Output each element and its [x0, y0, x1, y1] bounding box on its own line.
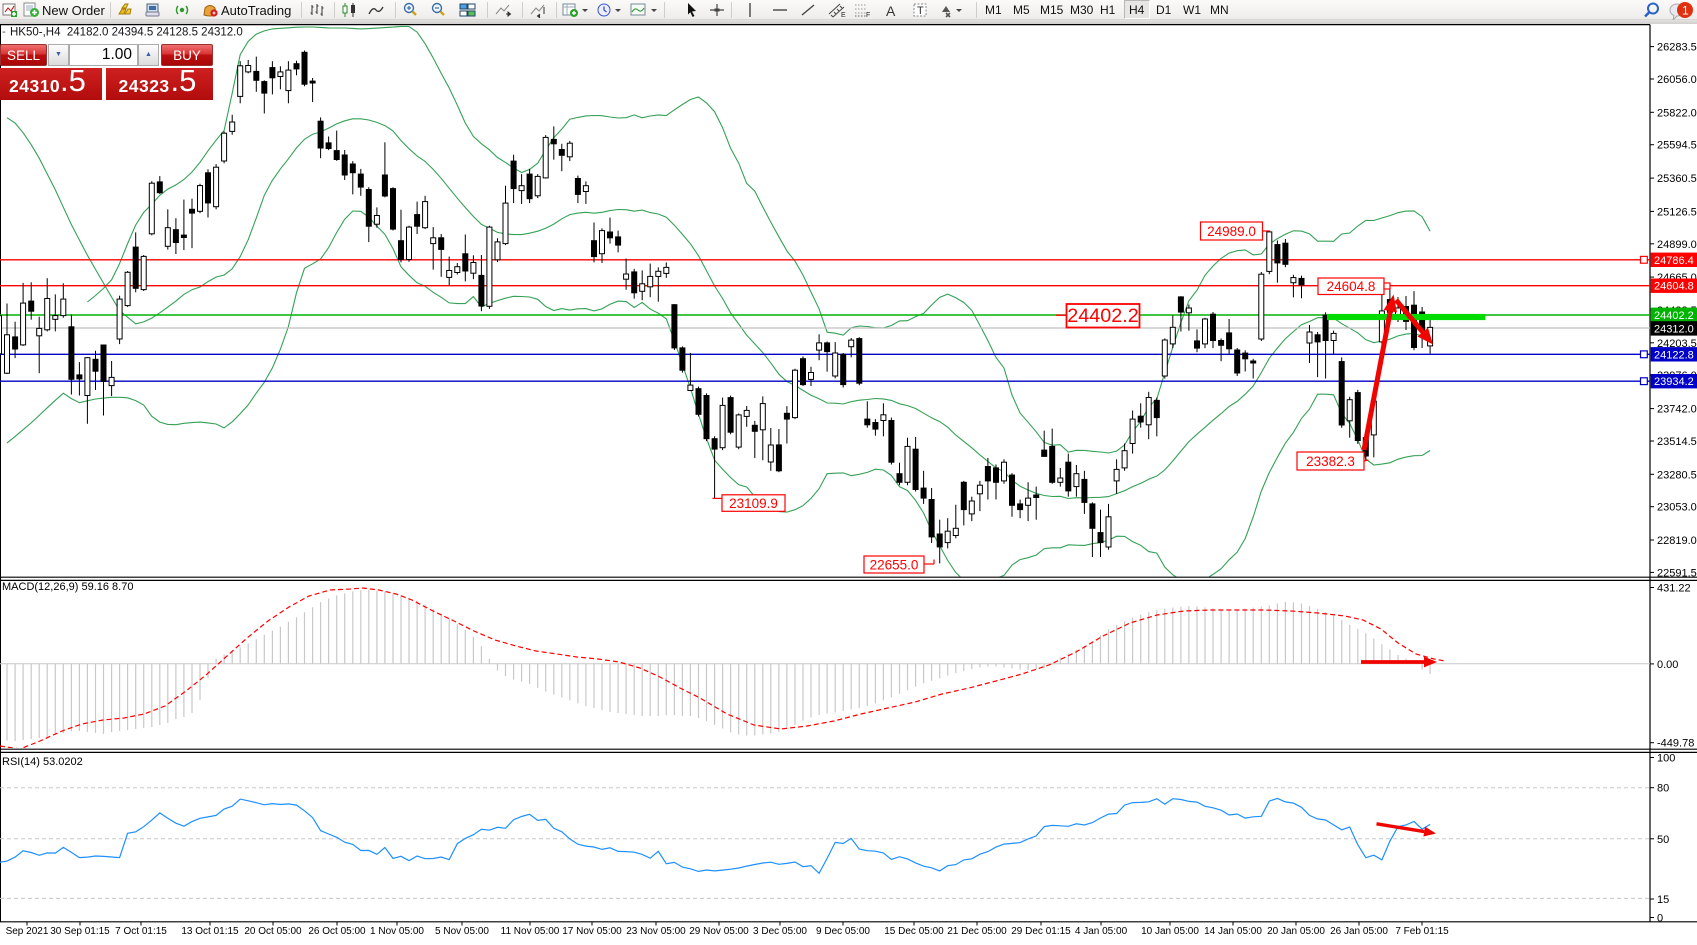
svg-text:HK50-,H4 24182.0 24394.5 2412: HK50-,H4 24182.0 24394.5 24128.5 24312.0 [10, 27, 243, 39]
svg-text:24122.8: 24122.8 [1654, 349, 1694, 361]
svg-text:22655.0: 22655.0 [870, 557, 919, 572]
svg-text:20 Oct 05:00: 20 Oct 05:00 [244, 926, 302, 937]
svg-text:1: 1 [1682, 4, 1689, 18]
svg-text:22591.5: 22591.5 [1657, 567, 1697, 579]
svg-text:24402.2: 24402.2 [1067, 305, 1139, 327]
svg-text:0.00: 0.00 [1657, 659, 1678, 671]
svg-text:MACD(12,26,9) 59.16 8.70: MACD(12,26,9) 59.16 8.70 [2, 581, 133, 593]
svg-text:14 Jan 05:00: 14 Jan 05:00 [1204, 926, 1262, 937]
svg-text:3 Dec 05:00: 3 Dec 05:00 [753, 926, 807, 937]
svg-text:24604.8: 24604.8 [1654, 281, 1694, 293]
svg-text:431.22: 431.22 [1657, 583, 1691, 595]
svg-text:24899.0: 24899.0 [1657, 239, 1697, 251]
svg-text:25126.5: 25126.5 [1657, 206, 1697, 218]
svg-text:9 Dec 05:00: 9 Dec 05:00 [816, 926, 870, 937]
svg-text:-: - [2, 26, 6, 38]
svg-text:30 Sep 01:15: 30 Sep 01:15 [50, 926, 110, 937]
svg-text:24402.2: 24402.2 [1654, 310, 1694, 322]
svg-text:25822.0: 25822.0 [1657, 107, 1697, 119]
svg-text:23382.3: 23382.3 [1306, 454, 1355, 469]
svg-text:T: T [917, 5, 924, 17]
svg-text:23053.0: 23053.0 [1657, 502, 1697, 514]
svg-text:50: 50 [1657, 834, 1669, 846]
svg-text:-449.78: -449.78 [1657, 738, 1694, 750]
svg-text:1 Nov 05:00: 1 Nov 05:00 [370, 926, 424, 937]
svg-text:21 Dec 05:00: 21 Dec 05:00 [947, 926, 1007, 937]
svg-text:26056.0: 26056.0 [1657, 74, 1697, 86]
svg-text:24312.0: 24312.0 [1654, 323, 1694, 335]
svg-text:24604.8: 24604.8 [1327, 279, 1376, 294]
svg-text:4 Jan 05:00: 4 Jan 05:00 [1075, 926, 1128, 937]
svg-text:20 Jan 05:00: 20 Jan 05:00 [1267, 926, 1325, 937]
svg-text:26 Jan 05:00: 26 Jan 05:00 [1330, 926, 1388, 937]
svg-text:25594.5: 25594.5 [1657, 140, 1697, 152]
svg-text:23109.9: 23109.9 [729, 496, 778, 511]
svg-text:7 Feb 01:15: 7 Feb 01:15 [1395, 926, 1449, 937]
svg-text:15: 15 [1657, 894, 1669, 906]
svg-text:25360.5: 25360.5 [1657, 173, 1697, 185]
svg-text:F: F [866, 12, 870, 18]
svg-text:29 Nov 05:00: 29 Nov 05:00 [689, 926, 749, 937]
svg-text:23934.2: 23934.2 [1654, 376, 1694, 388]
svg-text:26 Oct 05:00: 26 Oct 05:00 [308, 926, 366, 937]
svg-text:10 Jan 05:00: 10 Jan 05:00 [1141, 926, 1199, 937]
svg-text:24203.5: 24203.5 [1657, 338, 1697, 350]
svg-text:29 Dec 01:15: 29 Dec 01:15 [1011, 926, 1071, 937]
svg-text:23514.5: 23514.5 [1657, 436, 1697, 448]
svg-text:22819.0: 22819.0 [1657, 535, 1697, 547]
svg-text:23280.5: 23280.5 [1657, 469, 1697, 481]
svg-text:17 Nov 05:00: 17 Nov 05:00 [562, 926, 622, 937]
svg-text:23 Nov 05:00: 23 Nov 05:00 [626, 926, 686, 937]
svg-text:24786.4: 24786.4 [1654, 255, 1694, 267]
svg-text:100: 100 [1657, 753, 1675, 765]
svg-text:13 Oct 01:15: 13 Oct 01:15 [181, 926, 239, 937]
svg-text:5 Nov 05:00: 5 Nov 05:00 [435, 926, 489, 937]
svg-text:7 Oct 01:15: 7 Oct 01:15 [115, 926, 167, 937]
svg-text:0: 0 [1657, 913, 1663, 925]
svg-text:11 Nov 05:00: 11 Nov 05:00 [501, 926, 560, 937]
svg-text:26283.5: 26283.5 [1657, 42, 1697, 54]
svg-text:80: 80 [1657, 783, 1669, 795]
svg-text:E: E [841, 12, 846, 18]
svg-text:Sep 2021: Sep 2021 [6, 926, 49, 937]
svg-text:RSI(14) 53.0202: RSI(14) 53.0202 [2, 756, 83, 768]
svg-text:23742.0: 23742.0 [1657, 404, 1697, 416]
svg-text:15 Dec 05:00: 15 Dec 05:00 [884, 926, 944, 937]
svg-text:24989.0: 24989.0 [1207, 224, 1256, 239]
